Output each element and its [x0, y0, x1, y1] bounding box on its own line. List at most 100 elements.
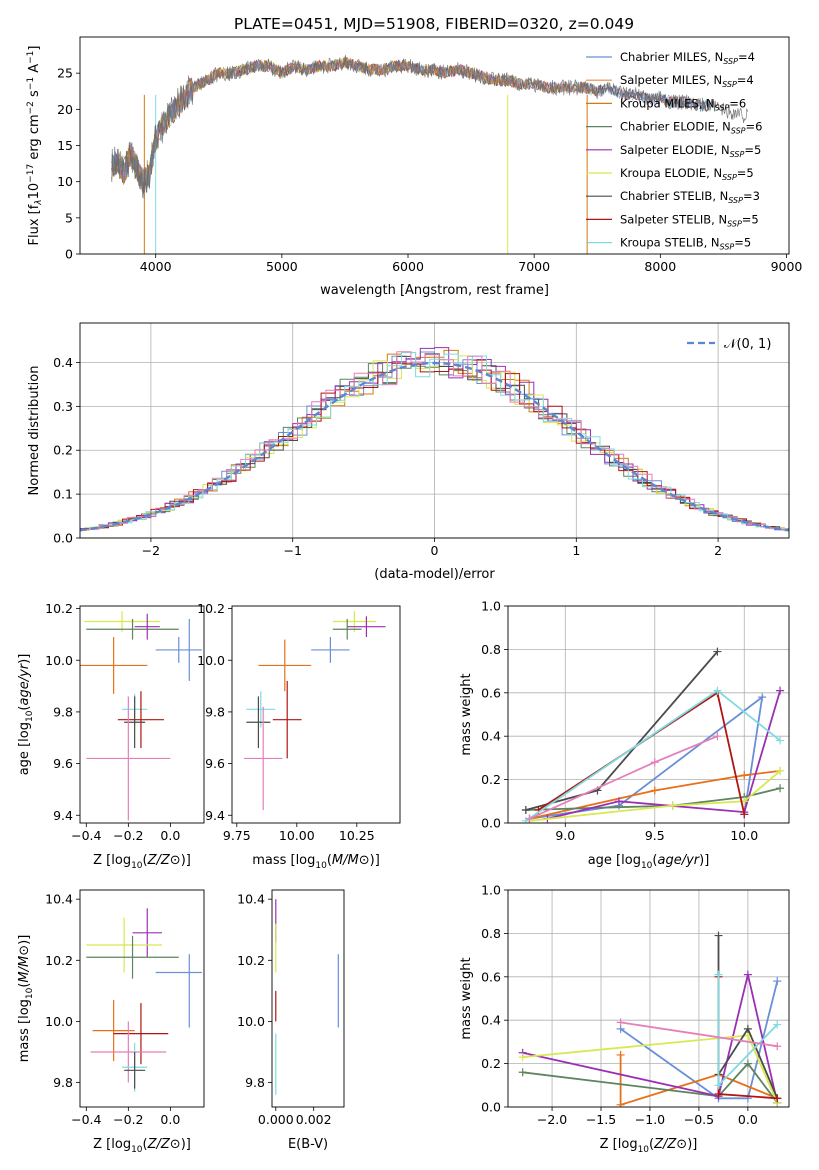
mass-weight-marker [616, 1050, 625, 1059]
y-tick-label: 10.2 [45, 953, 73, 968]
axes-frame [231, 605, 401, 824]
observed-spectrum-line [111, 54, 749, 199]
y-tick-label: 10.2 [237, 953, 265, 968]
errorbar-point [246, 696, 271, 749]
panel-spectrum: 4000 5000 6000 7000 8000 9000 0 5 10 15 20 25 Chabri… [26, 36, 802, 298]
mass-weight-marker [773, 1094, 782, 1103]
mass-weight-line [620, 1021, 778, 1048]
y-tick-label: 0.4 [481, 729, 501, 744]
mass-weight-marker [518, 1068, 527, 1077]
mass-weight-marker [773, 1042, 782, 1051]
x-tick-label: 10.25 [339, 828, 375, 843]
model-spectrum-line [111, 58, 597, 193]
x-tick-label: 0 [431, 543, 439, 558]
legend-label: Chabrier MILES, NSSP=4 [620, 50, 755, 66]
legend-label: Salpeter STELIB, NSSP=5 [620, 212, 759, 228]
mass-weight-marker [713, 732, 722, 741]
y-tick-label: 10.2 [197, 601, 225, 616]
axes-frame [271, 889, 345, 1108]
x-tick-label: 1 [572, 543, 580, 558]
y-tick-label: 0.6 [481, 969, 501, 984]
normal-reference-curve [80, 361, 789, 532]
y-tick-label: 0.2 [481, 1056, 501, 1071]
y-tick-label: 9.4 [205, 808, 225, 823]
legend-label: Chabrier ELODIE, NSSP=6 [620, 120, 762, 136]
mass-weight-marker [525, 814, 534, 823]
legend-label: Kroupa ELODIE, NSSP=5 [620, 166, 754, 182]
mass-weight-marker [740, 810, 749, 819]
plot-area [111, 54, 749, 254]
panel-mass-weight-vs-age: 9.0 9.5 10.0 0.0 0.2 0.4 0.6 0.8 1.0 age [log10(a… [459, 599, 790, 871]
mass-weight-marker [776, 766, 785, 775]
y-axis-label: age [log10(age/yr)] [17, 654, 35, 776]
errorbar-point [258, 639, 312, 692]
x-tick-label: 5000 [266, 259, 298, 274]
y-tick-label: 9.8 [53, 704, 73, 719]
y-tick-label: 10.0 [45, 653, 73, 668]
x-tick-label: 0.000 [258, 1112, 294, 1127]
x-tick-label: 4000 [140, 259, 172, 274]
x-tick-label: −1 [283, 543, 301, 558]
y-tick-label: 0.2 [481, 772, 501, 787]
errorbar-point [124, 696, 146, 749]
mass-weight-marker [616, 1100, 625, 1107]
plot-area [518, 931, 782, 1107]
plot-area [80, 611, 202, 821]
y-tick-label: 10.4 [45, 892, 73, 907]
x-tick-label: 9.0 [555, 828, 575, 843]
x-tick-label: 10.0 [730, 828, 758, 843]
errorbar-point [272, 680, 302, 759]
x-tick-label: −2 [142, 543, 160, 558]
legend-label: Chabrier STELIB, NSSP=3 [620, 189, 760, 205]
x-tick-label: −1.5 [586, 1112, 616, 1127]
axes-frame [507, 605, 790, 824]
y-tick-label: 10.0 [45, 1014, 73, 1029]
errorbar-point [113, 1003, 169, 1065]
mass-weight-marker [668, 801, 677, 810]
legend: Chabrier MILES, NSSP=4 Salpeter MILES, NS… [586, 50, 762, 252]
mass-weight-line [529, 770, 781, 822]
axes-frame [79, 889, 205, 1108]
y-tick-label: 9.6 [205, 756, 225, 771]
model-spectrum-line [111, 57, 521, 190]
mass-weight-marker [650, 786, 659, 795]
y-axis-label: Flux [fλ10−17 erg cm−2 s−1 A−1] [26, 46, 44, 246]
y-tick-label: 9.8 [53, 1075, 73, 1090]
y-axis-label: Normed distribution [27, 366, 42, 496]
plot-area [521, 647, 785, 823]
mass-weight-marker [743, 970, 752, 979]
y-axis-label: mass [log10(M/M⊙)] [17, 935, 35, 1063]
mass-weight-marker [713, 686, 722, 695]
x-axis-label: wavelength [Angstrom, rest frame] [320, 283, 549, 298]
x-tick-label: 8000 [644, 259, 676, 274]
mass-weight-line [529, 770, 781, 820]
mass-weight-line [525, 787, 781, 811]
plot-area [80, 347, 789, 532]
errorbar-point [311, 637, 350, 663]
errorbar-point [124, 1051, 146, 1089]
y-tick-label: 25 [57, 66, 73, 81]
y-axis-label: mass weight [459, 957, 474, 1039]
errorbar-point [86, 696, 171, 821]
axes-frame [79, 605, 205, 824]
legend-label: Salpeter ELODIE, NSSP=5 [620, 143, 761, 159]
errorbar-point [332, 611, 376, 632]
errorbar-point [132, 908, 162, 958]
legend-label: Kroupa STELIB, NSSP=5 [620, 236, 751, 252]
x-axis-label: Z [log10(Z/Z⊙)] [93, 1137, 191, 1155]
y-tick-label: 1.0 [481, 883, 501, 898]
x-tick-label: 0.0 [160, 1112, 180, 1127]
x-axis-label: Z [log10(Z/Z⊙)] [93, 853, 191, 871]
x-tick-label: 0.0 [738, 1112, 758, 1127]
mass-weight-marker [758, 693, 767, 702]
errorbar-point [244, 706, 283, 811]
x-tick-label: 6000 [392, 259, 424, 274]
x-tick-label: −1.0 [635, 1112, 665, 1127]
y-tick-label: 0 [65, 247, 73, 262]
legend-label: Kroupa MILES, NSSP=6 [620, 96, 746, 112]
errorbar-point [92, 1000, 135, 1062]
mass-weight-marker [773, 1020, 782, 1029]
y-tick-label: 0.3 [53, 399, 73, 414]
x-tick-label: 0.002 [296, 1112, 332, 1127]
x-tick-label: −0.4 [71, 828, 101, 843]
